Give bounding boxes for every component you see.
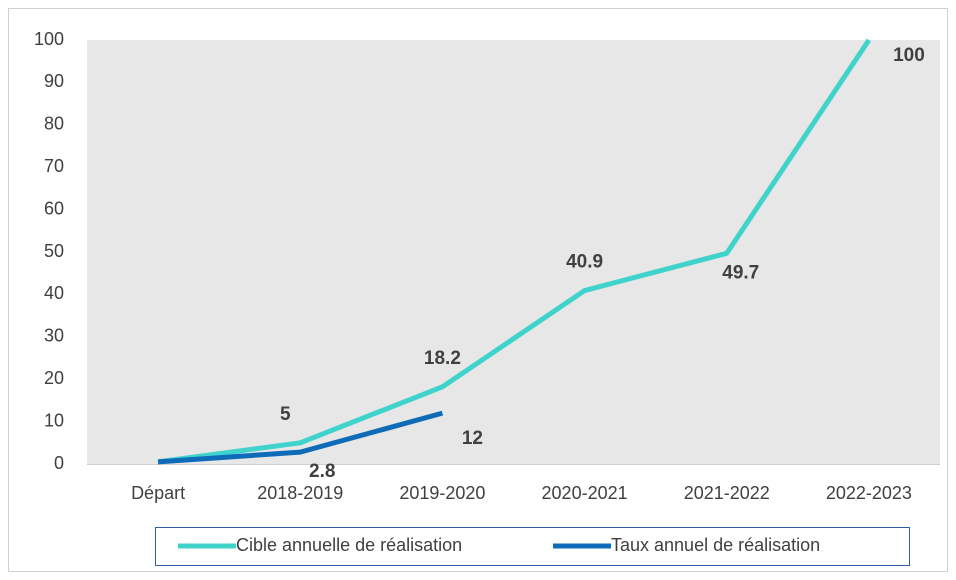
series-line (157, 38, 871, 465)
x-tick-label: 2021-2022 (684, 483, 770, 503)
y-tick-label: 40 (44, 283, 64, 303)
legend-label: Cible annuelle de réalisation (236, 535, 462, 555)
x-tick-label: 2020-2021 (542, 483, 628, 503)
y-tick-label: 30 (44, 326, 64, 346)
y-tick-label: 10 (44, 410, 64, 430)
x-tick-label: Départ (131, 483, 185, 503)
y-tick-label: 80 (44, 114, 64, 134)
data-label: 40.9 (566, 252, 603, 273)
y-tick-label: 60 (44, 198, 64, 218)
y-tick-label: 50 (44, 241, 64, 261)
x-tick-label: 2018-2019 (257, 483, 343, 503)
data-label: 5 (280, 404, 291, 425)
y-tick-label: 70 (44, 156, 64, 176)
legend (155, 527, 910, 566)
data-label: 49.7 (722, 262, 759, 283)
data-label: 12 (462, 428, 483, 449)
data-label: 2.8 (309, 461, 335, 482)
x-tick-label: 2022-2023 (826, 483, 912, 503)
y-tick-label: 0 (54, 453, 64, 473)
y-tick-label: 20 (44, 368, 64, 388)
legend-label: Taux annuel de réalisation (611, 535, 820, 555)
x-tick-label: 2019-2020 (399, 483, 485, 503)
data-label: 18.2 (424, 348, 461, 369)
y-tick-label: 90 (44, 71, 64, 91)
plot-area (87, 40, 940, 464)
series-line (157, 410, 444, 465)
data-label: 100 (893, 45, 925, 66)
y-tick-label: 100 (34, 29, 64, 49)
